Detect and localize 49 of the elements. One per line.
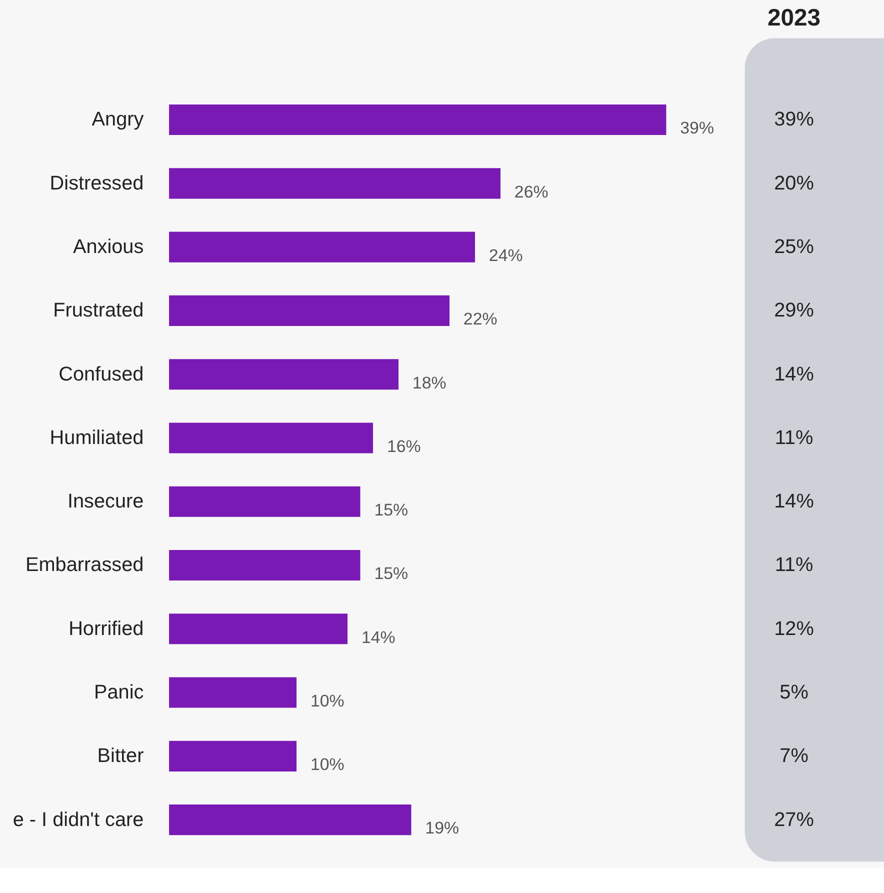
text: 11% (774, 554, 814, 576)
data-label: 15% (374, 564, 408, 584)
text: 5% (780, 682, 808, 704)
y-tick-label: Insecure (67, 490, 144, 513)
data-label: 39% (680, 118, 714, 138)
data-label: 16% (386, 436, 421, 456)
y-tick-label: Confused (58, 363, 144, 386)
data-label: 10% (310, 691, 344, 710)
bar (169, 232, 476, 262)
bar (169, 550, 360, 581)
text: 27% (774, 808, 814, 831)
data-label: 22% (463, 310, 498, 329)
y-tick-label: Distressed (50, 172, 144, 194)
bar (169, 359, 399, 390)
data-label: 15% (374, 500, 408, 520)
y-tick-label: e - I didn't care (12, 808, 144, 831)
text: 14% (774, 490, 814, 513)
data-label: 24% (488, 246, 523, 265)
bar (169, 168, 500, 199)
y-tick-label: Frustrated (53, 300, 144, 322)
bar (169, 295, 450, 326)
text: 39% (774, 108, 814, 131)
y-tick-label: Embarrassed (25, 554, 144, 576)
data-label: 14% (361, 628, 396, 647)
data-label: 26% (514, 182, 548, 202)
bar (169, 614, 348, 644)
text: 14% (774, 363, 814, 386)
y-tick-label: Humiliated (50, 426, 144, 449)
bar (169, 486, 360, 517)
text: 2023 (767, 4, 821, 32)
bar (169, 677, 297, 708)
text: 20% (774, 172, 814, 194)
y-tick-label: Bitter (97, 745, 144, 768)
text: 7% (780, 745, 808, 768)
bar (169, 804, 412, 836)
bar (169, 740, 297, 772)
data-label: 18% (412, 373, 446, 392)
bar (169, 422, 374, 454)
text: 25% (774, 236, 814, 258)
text: 12% (774, 618, 814, 640)
y-tick-label: Angry (92, 108, 144, 131)
bar (169, 104, 666, 136)
y-tick-label: Panic (94, 682, 144, 704)
text: 11% (774, 426, 814, 449)
text: 29% (774, 300, 814, 322)
data-label: 19% (425, 818, 459, 838)
y-tick-label: Anxious (72, 236, 144, 258)
data-label: 10% (310, 755, 344, 774)
y-tick-label: Horrified (68, 618, 144, 640)
